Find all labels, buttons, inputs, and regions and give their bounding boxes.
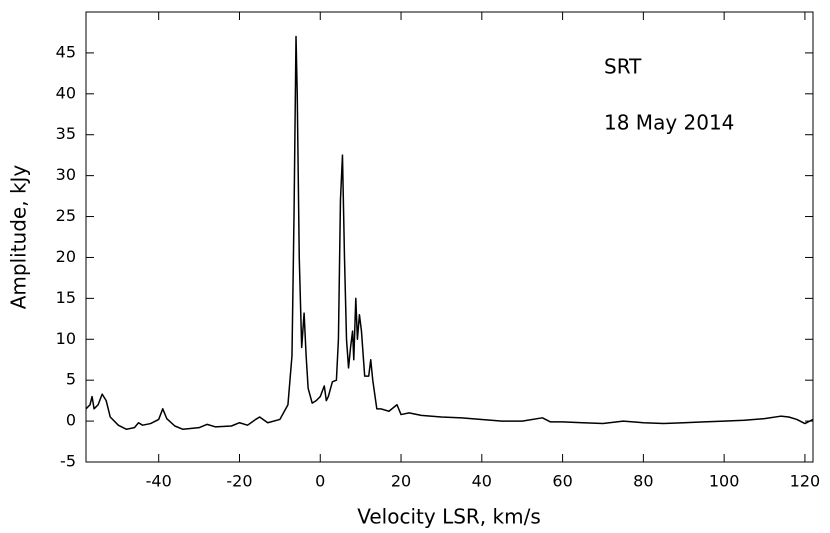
plot-frame	[85, 11, 814, 463]
x-tick-label: 120	[790, 472, 821, 491]
x-tick-label: 40	[472, 472, 492, 491]
spectrum-line	[85, 35, 814, 431]
x-tick-label: 20	[391, 472, 411, 491]
x-axis-label: Velocity LSR, km/s	[357, 505, 541, 529]
y-tick-label: 5	[66, 370, 76, 389]
x-tick-label: 60	[552, 472, 572, 491]
annotation: SRT	[604, 55, 642, 79]
annotation: 18 May 2014	[604, 111, 734, 135]
y-tick-label: 35	[56, 124, 76, 143]
y-tick-label: 40	[56, 83, 76, 102]
x-tick-label: 80	[633, 472, 653, 491]
y-tick-label: 20	[56, 247, 76, 266]
y-tick-label: 10	[56, 329, 76, 348]
y-tick-label: 30	[56, 165, 76, 184]
x-tick-label: 0	[315, 472, 325, 491]
y-tick-label: 45	[56, 42, 76, 61]
y-axis-label: Amplitude, kJy	[7, 165, 31, 310]
y-tick-label: -5	[60, 452, 76, 471]
y-tick-label: 15	[56, 288, 76, 307]
x-tick-label: 100	[709, 472, 740, 491]
y-tick-label: 0	[66, 411, 76, 430]
x-tick-label: -20	[226, 472, 252, 491]
y-tick-label: 25	[56, 206, 76, 225]
x-tick-label: -40	[146, 472, 172, 491]
